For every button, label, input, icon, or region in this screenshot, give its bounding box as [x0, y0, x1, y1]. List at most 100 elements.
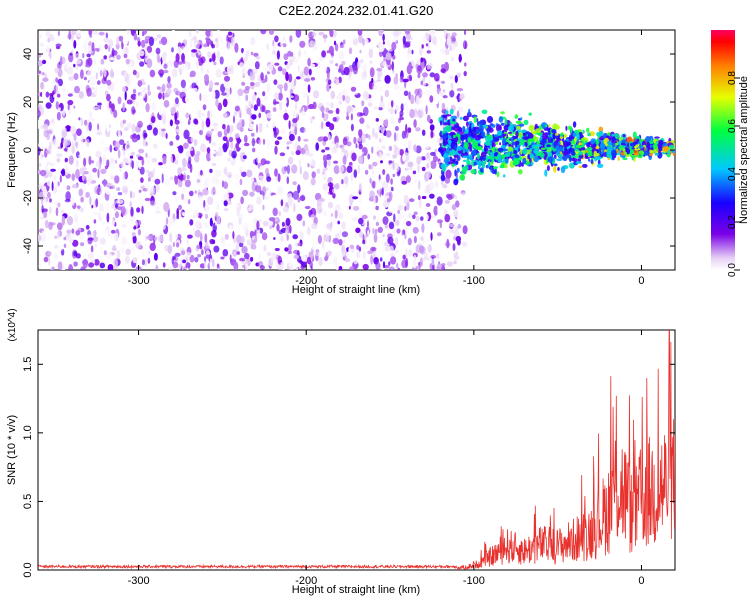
heatmap-cell: [186, 267, 189, 270]
heatmap-cell: [327, 159, 331, 167]
heatmap-cell: [245, 94, 249, 102]
heatmap-cell: [460, 192, 466, 196]
heatmap-cell: [394, 131, 397, 142]
heatmap-cell: [353, 258, 359, 265]
heatmap-cell: [272, 207, 278, 217]
heatmap-cell: [176, 90, 181, 96]
heatmap-cell: [462, 115, 469, 122]
heatmap-cell: [152, 167, 155, 177]
heatmap-cell: [109, 57, 115, 61]
heatmap-cell: [382, 153, 386, 161]
heatmap-cell: [430, 130, 434, 139]
heatmap-cell: [160, 36, 168, 46]
heatmap-cell: [429, 72, 436, 78]
heatmap-cell: [175, 128, 181, 133]
heatmap-cell: [373, 85, 378, 91]
heatmap-cell: [426, 65, 433, 70]
heatmap-cell: [70, 197, 75, 206]
heatmap-cell: [470, 132, 475, 138]
heatmap-cell: [407, 127, 412, 133]
heatmap-cell: [514, 114, 519, 119]
heatmap-cell: [145, 235, 152, 240]
heatmap-cell: [384, 224, 389, 229]
heatmap-cell: [376, 67, 383, 72]
heatmap-cell: [185, 46, 189, 53]
heatmap-cell: [338, 164, 344, 173]
heatmap-cell: [213, 61, 217, 66]
heatmap-cell: [258, 253, 261, 262]
heatmap-cell: [61, 215, 66, 226]
heatmap-cell: [191, 49, 198, 53]
heatmap-cell: [38, 234, 42, 242]
heatmap-cell: [387, 104, 390, 112]
heatmap-cell: [209, 80, 214, 90]
heatmap-cell: [278, 92, 283, 101]
heatmap-cell: [132, 235, 137, 244]
heatmap-cell: [432, 35, 437, 45]
heatmap-cell: [410, 37, 413, 41]
heatmap-cell: [391, 186, 394, 192]
heatmap-cell: [290, 150, 295, 156]
heatmap-cell: [146, 58, 153, 69]
heatmap-cell: [293, 254, 300, 259]
heatmap-cell: [404, 42, 411, 48]
heatmap-cell: [216, 215, 221, 225]
heatmap-cell: [248, 100, 252, 107]
heatmap-cell: [341, 60, 346, 66]
heatmap-cell: [411, 78, 414, 86]
heatmap-cell: [196, 59, 199, 69]
heatmap-cell: [83, 157, 87, 167]
heatmap-cell: [388, 70, 394, 78]
heatmap-cell: [212, 212, 216, 223]
heatmap-cell: [172, 30, 175, 35]
heatmap-cell: [384, 89, 390, 98]
heatmap-cell: [455, 200, 460, 208]
heatmap-cell: [515, 130, 519, 138]
heatmap-cell: [149, 242, 156, 252]
heatmap-cell: [353, 169, 358, 178]
heatmap-cell: [178, 204, 182, 210]
heatmap-cell: [67, 99, 74, 106]
heatmap-cell: [330, 254, 333, 261]
heatmap-cell: [430, 112, 437, 119]
heatmap-cell: [145, 141, 148, 146]
heatmap-cell: [93, 219, 97, 224]
heatmap-cell: [483, 145, 488, 151]
heatmap-cell: [261, 232, 268, 241]
heatmap-cell: [587, 150, 593, 157]
heatmap-cell: [250, 81, 255, 87]
heatmap-cell: [405, 170, 408, 178]
heatmap-cell: [426, 171, 431, 179]
heatmap-cell: [376, 80, 382, 88]
heatmap-cell: [311, 171, 316, 179]
heatmap-cell: [60, 141, 64, 149]
heatmap-cell: [350, 123, 354, 132]
heatmap-cell: [220, 40, 227, 48]
heatmap-cell: [311, 243, 317, 251]
heatmap-cell: [454, 195, 458, 200]
heatmap-cell: [109, 144, 113, 153]
heatmap-cell: [47, 191, 51, 199]
heatmap-cell: [169, 119, 173, 127]
heatmap-cell: [108, 100, 112, 109]
heatmap-cell: [277, 255, 283, 265]
heatmap-cell: [282, 43, 287, 48]
heatmap-cell: [452, 118, 456, 122]
heatmap-cell: [42, 77, 49, 82]
heatmap-cell: [122, 36, 129, 46]
heatmap-cell: [135, 221, 138, 229]
heatmap-cell: [131, 232, 136, 237]
heatmap-cell: [236, 251, 240, 255]
heatmap-cell: [253, 52, 259, 57]
heatmap-cell: [181, 61, 185, 72]
heatmap-cell: [308, 68, 312, 76]
heatmap-cell: [271, 76, 274, 86]
heatmap-cell: [340, 151, 344, 158]
heatmap-cell: [292, 234, 299, 240]
heatmap-cell: [341, 244, 346, 253]
heatmap-cell: [280, 199, 284, 207]
heatmap-cell: [205, 30, 212, 37]
heatmap-cell: [443, 209, 448, 216]
heatmap-cell: [419, 47, 423, 56]
heatmap-cell: [373, 215, 376, 220]
